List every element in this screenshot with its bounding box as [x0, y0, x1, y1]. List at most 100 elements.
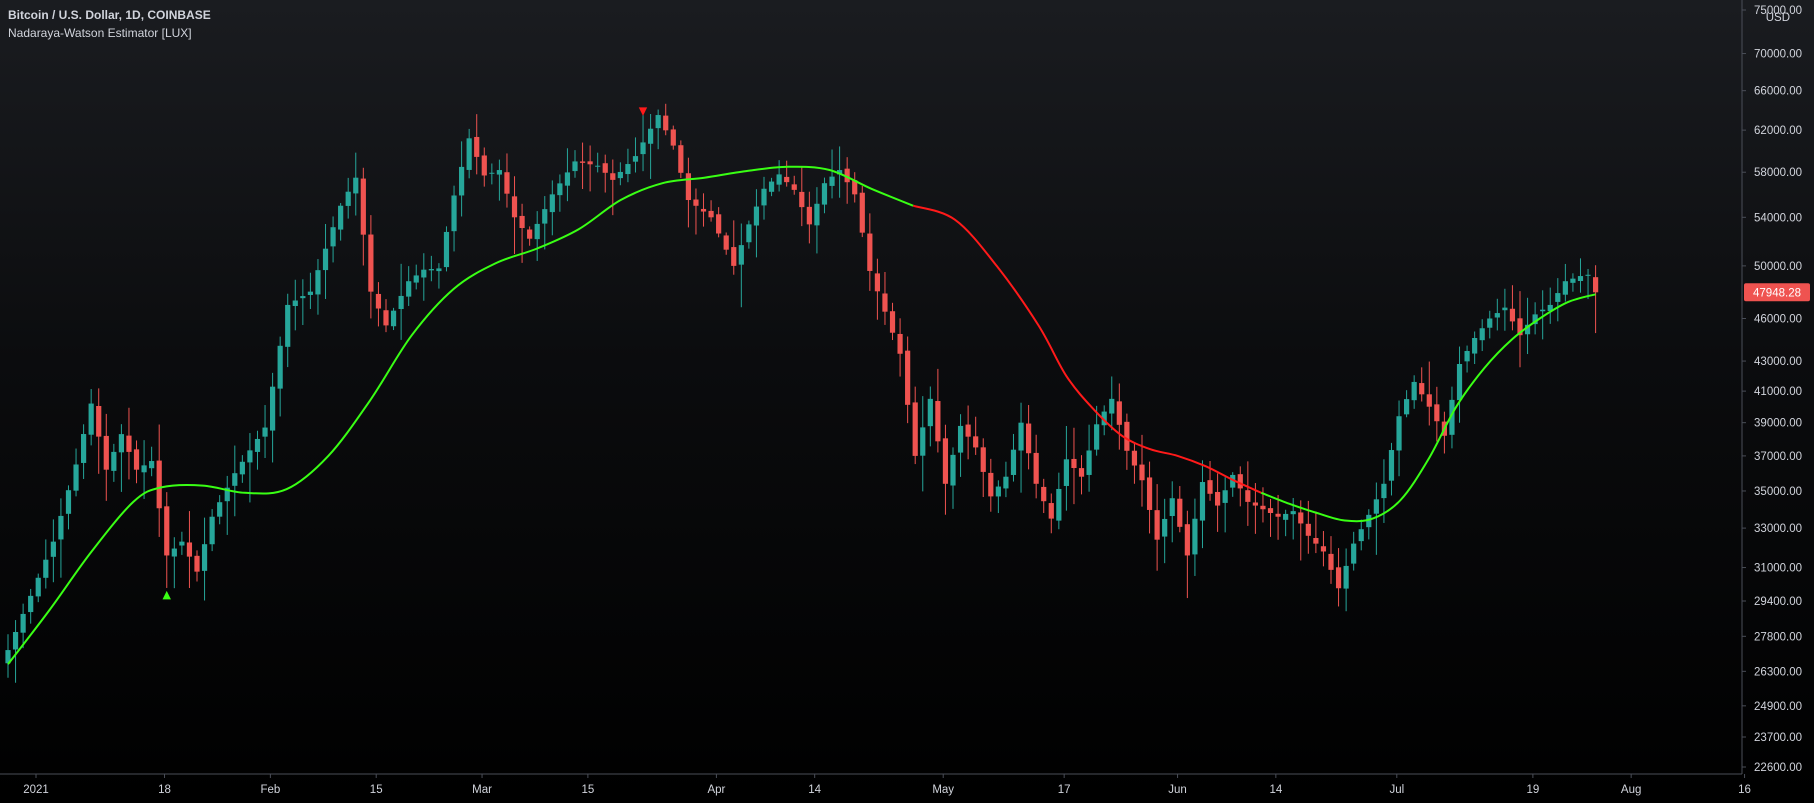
price-axis[interactable]: 75000.00 70000.00 66000.00 62000.00 58000.00… [1741, 0, 1802, 774]
candle [912, 386, 918, 465]
candle [1116, 383, 1122, 450]
candle-body [1169, 498, 1175, 517]
candle-body [1003, 476, 1009, 489]
price-tick-label: 27800.00 [1754, 631, 1802, 643]
candle [345, 177, 351, 219]
candle-body [776, 174, 782, 185]
candle-body [1215, 491, 1221, 506]
candle-body [1207, 480, 1213, 494]
candle [217, 495, 223, 525]
candle [133, 440, 140, 484]
candle [96, 388, 102, 474]
candle-body [1373, 499, 1379, 514]
candle-body [5, 650, 11, 664]
candle [1358, 519, 1364, 551]
candle-body [20, 613, 26, 633]
price-tick-label: 23700.00 [1754, 732, 1802, 744]
candle [232, 445, 238, 517]
candle [504, 153, 510, 208]
candle-body [852, 180, 858, 195]
candle [693, 188, 699, 235]
nadaraya-watson-line [7, 165, 1596, 665]
candle-body [1146, 477, 1153, 510]
candle-body [519, 215, 525, 229]
candle [1298, 500, 1304, 561]
candle [1018, 402, 1024, 493]
candle-body [171, 548, 177, 557]
candle-body [232, 473, 238, 486]
candle [436, 263, 442, 289]
candle-body [859, 192, 865, 233]
candle-body [625, 164, 631, 175]
candle [1320, 531, 1327, 567]
candle [292, 279, 298, 331]
candle [156, 424, 162, 537]
candle-body [814, 203, 820, 226]
candle-body [466, 138, 472, 170]
candle [768, 177, 775, 197]
candle [141, 440, 147, 499]
candle-body [511, 196, 518, 218]
candle [1494, 298, 1500, 331]
candle [1237, 466, 1243, 507]
candle [1388, 442, 1395, 496]
candle [905, 336, 911, 424]
candle [1252, 483, 1258, 534]
candle-body [88, 403, 94, 435]
candle [164, 492, 170, 588]
price-tag-background [1744, 283, 1810, 302]
candle-body [345, 191, 351, 206]
candle [806, 191, 812, 244]
candle [239, 455, 245, 483]
candle-body [209, 516, 215, 545]
candle [602, 154, 608, 193]
candle-body [413, 275, 419, 283]
candle-body [965, 424, 971, 437]
price-tick-label: 50000.00 [1754, 261, 1802, 273]
candle-body [35, 577, 41, 597]
indicator-legend[interactable]: Nadaraya-Watson Estimator [LUX] [8, 26, 192, 40]
time-tick-label: Feb [260, 784, 280, 796]
candle [791, 175, 797, 195]
candle-body [617, 171, 623, 179]
candle [1063, 425, 1069, 511]
candle-body [1275, 513, 1281, 517]
candle [35, 573, 41, 603]
candle-body [610, 173, 616, 180]
candle [542, 196, 548, 250]
candle-body [1351, 543, 1357, 564]
candle-body [1056, 488, 1062, 521]
candle-body [527, 229, 533, 239]
candle [1517, 291, 1523, 368]
candle [942, 424, 949, 515]
price-tick-label: 70000.00 [1754, 49, 1802, 61]
candle-body [897, 333, 903, 354]
candle [1328, 536, 1334, 584]
candlestick-series [5, 103, 1599, 683]
candle [126, 407, 132, 480]
candle [587, 145, 593, 192]
candle-body [1464, 351, 1470, 362]
time-tick-label: 2021 [23, 784, 49, 796]
candle [534, 211, 540, 261]
candle-body [1328, 553, 1334, 570]
candle [1086, 424, 1092, 492]
candle-body [58, 515, 64, 540]
time-axis[interactable]: 2021 18 Feb 15 Mar 15 Apr 14 May 17 Jun 14 Jul 19 Aug 1… [0, 773, 1814, 796]
candle [670, 125, 676, 150]
candle-body [118, 434, 124, 453]
candle-body [164, 506, 170, 556]
price-tick-label: 62000.00 [1754, 125, 1802, 137]
candle-body [1094, 424, 1100, 450]
price-tick-label: 75000.00 [1754, 5, 1802, 17]
candle [821, 177, 828, 214]
candle [1033, 434, 1039, 499]
candle-body [905, 350, 911, 405]
candle-body [254, 438, 261, 452]
candle-body [1018, 422, 1024, 451]
candle-body [315, 270, 321, 295]
candle-body [481, 155, 487, 176]
candle [201, 517, 208, 601]
candle-body [1472, 338, 1478, 354]
